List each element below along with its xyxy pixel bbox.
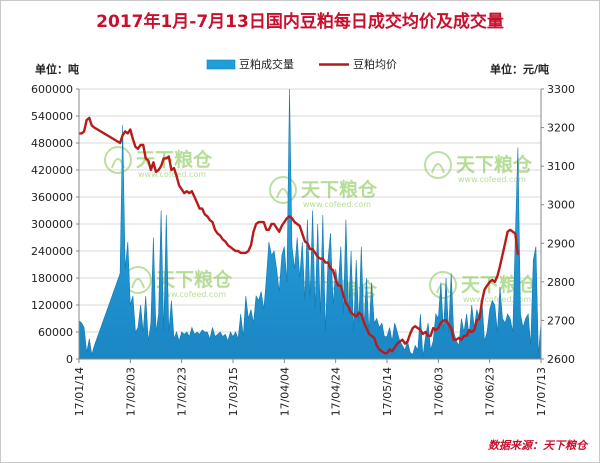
data-source: 数据来源：天下粮仓: [488, 439, 589, 452]
right-y-tick-label: 3300: [547, 83, 575, 96]
legend-label-price: 豆粕均价: [353, 57, 397, 71]
right-y-tick-label: 2700: [547, 314, 575, 327]
watermark-logo-icon: [429, 271, 457, 299]
volume-area: [78, 88, 542, 360]
watermark-url: www.cofeed.com: [138, 170, 206, 179]
x-tick-label: 17/06/03: [432, 367, 445, 416]
watermark-brand: 天下粮仓: [456, 153, 533, 176]
right-y-tick-label: 3000: [547, 199, 575, 212]
left-y-ticks: 6000005400004800004200003600003000002400…: [31, 83, 79, 366]
x-ticks: 17/01/14 17/02/03 17/02/23 17/03/15 17/04/04…: [73, 359, 548, 416]
x-tick-label: 17/04/04: [278, 367, 291, 416]
x-tick-label: 17/01/14: [73, 367, 86, 416]
left-y-tick-label: 120000: [31, 299, 73, 312]
watermark-url: www.cofeed.com: [303, 200, 371, 209]
right-y-ticks: 3300 3200 3100 3000 2900 2800 2700 2600: [541, 83, 575, 366]
x-tick-label: 17/04/24: [330, 367, 343, 416]
x-tick-label: 17/07/13: [535, 367, 548, 416]
left-y-tick-label: 0: [66, 353, 73, 366]
x-tick-label: 17/05/14: [381, 367, 394, 416]
right-y-tick-label: 2800: [547, 276, 575, 289]
watermark-logo-icon: [424, 151, 452, 179]
watermark-logo-icon: [269, 176, 297, 204]
left-y-tick-label: 240000: [31, 245, 73, 258]
left-y-tick-label: 360000: [31, 191, 73, 204]
left-y-tick-label: 480000: [31, 137, 73, 150]
legend-label-volume: 豆粕成交量: [239, 57, 294, 71]
right-y-tick-label: 3100: [547, 160, 575, 173]
legend: 豆粕成交量 豆粕均价: [206, 57, 397, 71]
price-series: [79, 116, 520, 355]
left-y-tick-label: 180000: [31, 272, 73, 285]
watermark-url: www.cofeed.com: [458, 175, 526, 184]
left-y-tick-label: 60000: [38, 326, 73, 339]
left-y-tick-label: 600000: [31, 83, 73, 96]
x-tick-label: 17/06/23: [484, 367, 497, 416]
right-y-tick-label: 2600: [547, 353, 575, 366]
right-axis-unit: 单位：元/吨: [490, 62, 549, 76]
right-y-tick-label: 3200: [547, 122, 575, 135]
watermark-url: www.cofeed.com: [158, 290, 226, 299]
x-tick-label: 17/02/03: [124, 367, 137, 416]
legend-area-swatch: [206, 59, 236, 70]
left-axis-unit: 单位：吨: [35, 62, 79, 76]
x-tick-label: 17/03/15: [227, 367, 240, 416]
left-y-tick-label: 540000: [31, 110, 73, 123]
left-y-tick-label: 300000: [31, 218, 73, 231]
x-tick-label: 17/02/23: [176, 367, 189, 416]
right-y-tick-label: 2900: [547, 237, 575, 250]
watermark-brand: 天下粮仓: [156, 268, 233, 291]
watermark-leaf-icon: [436, 283, 450, 294]
left-y-tick-label: 420000: [31, 164, 73, 177]
watermark-url: www.cofeed.com: [463, 295, 531, 304]
chart-title: 2017年1月-7月13日国内豆粕每日成交均价及成交量: [96, 11, 504, 32]
watermark-brand: 天下粮仓: [301, 178, 378, 201]
watermark-leaf-icon: [131, 278, 145, 289]
watermark-logo-icon: [104, 146, 132, 174]
price-line: [79, 116, 520, 355]
volume-series: [78, 88, 542, 360]
watermark-leaf-icon: [431, 163, 445, 174]
